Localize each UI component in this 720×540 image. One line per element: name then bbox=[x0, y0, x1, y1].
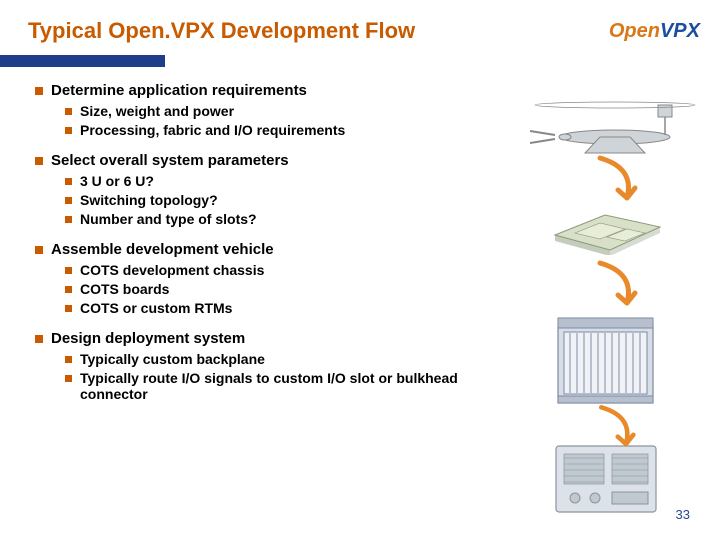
bullet-icon bbox=[65, 178, 72, 185]
bullet-icon bbox=[65, 267, 72, 274]
sub-bullet-item: COTS boards bbox=[65, 281, 465, 297]
sub-bullet-text: Typically custom backplane bbox=[80, 351, 265, 367]
sub-bullet-text: COTS development chassis bbox=[80, 262, 264, 278]
bullet-text: Design deployment system bbox=[51, 330, 245, 347]
logo-vpx: VPX bbox=[660, 20, 700, 43]
sub-bullet-text: COTS boards bbox=[80, 281, 169, 297]
bullet-icon bbox=[65, 286, 72, 293]
sub-bullet-item: Switching topology? bbox=[65, 192, 465, 208]
illustration-chassis-open bbox=[550, 310, 665, 410]
bullet-item: Select overall system parameters bbox=[35, 152, 465, 169]
bullet-icon bbox=[35, 157, 43, 165]
bullet-icon bbox=[65, 356, 72, 363]
bullet-text: Determine application requirements bbox=[51, 82, 307, 99]
flow-arrow-icon bbox=[585, 400, 645, 455]
illustration-board bbox=[545, 205, 665, 255]
sub-bullet-text: COTS or custom RTMs bbox=[80, 300, 232, 316]
bullet-content: Determine application requirements Size, … bbox=[35, 82, 465, 416]
sub-bullet-item: COTS development chassis bbox=[65, 262, 465, 278]
bullet-item: Assemble development vehicle bbox=[35, 241, 465, 258]
sub-bullet-item: Processing, fabric and I/O requirements bbox=[65, 122, 465, 138]
sub-bullet-text: Processing, fabric and I/O requirements bbox=[80, 122, 345, 138]
bullet-icon bbox=[65, 197, 72, 204]
page-number: 33 bbox=[676, 507, 690, 522]
bullet-icon bbox=[65, 375, 72, 382]
title-underline bbox=[0, 55, 165, 67]
bullet-icon bbox=[65, 108, 72, 115]
illustration-drone bbox=[530, 95, 700, 155]
sub-bullet-text: Switching topology? bbox=[80, 192, 218, 208]
brand-logo: OpenVPX bbox=[609, 20, 700, 43]
sub-bullet-text: 3 U or 6 U? bbox=[80, 173, 154, 189]
logo-open: Open bbox=[609, 20, 660, 43]
bullet-item: Design deployment system bbox=[35, 330, 465, 347]
bullet-icon bbox=[35, 335, 43, 343]
sub-bullet-item: 3 U or 6 U? bbox=[65, 173, 465, 189]
flow-arrow-icon bbox=[585, 255, 645, 315]
sub-bullet-text: Size, weight and power bbox=[80, 103, 234, 119]
flow-arrow-icon bbox=[585, 150, 645, 210]
bullet-text: Assemble development vehicle bbox=[51, 241, 274, 258]
sub-bullet-item: Number and type of slots? bbox=[65, 211, 465, 227]
sub-bullet-item: Typically route I/O signals to custom I/… bbox=[65, 370, 465, 402]
bullet-icon bbox=[35, 87, 43, 95]
sub-bullet-item: COTS or custom RTMs bbox=[65, 300, 465, 316]
sub-bullet-item: Size, weight and power bbox=[65, 103, 465, 119]
bullet-item: Determine application requirements bbox=[35, 82, 465, 99]
sub-bullet-text: Typically route I/O signals to custom I/… bbox=[80, 370, 465, 402]
bullet-icon bbox=[65, 305, 72, 312]
sub-bullet-item: Typically custom backplane bbox=[65, 351, 465, 367]
sub-bullet-text: Number and type of slots? bbox=[80, 211, 257, 227]
bullet-icon bbox=[65, 127, 72, 134]
bullet-icon bbox=[65, 216, 72, 223]
bullet-icon bbox=[35, 246, 43, 254]
bullet-text: Select overall system parameters bbox=[51, 152, 289, 169]
page-title: Typical Open.VPX Development Flow bbox=[28, 18, 415, 44]
